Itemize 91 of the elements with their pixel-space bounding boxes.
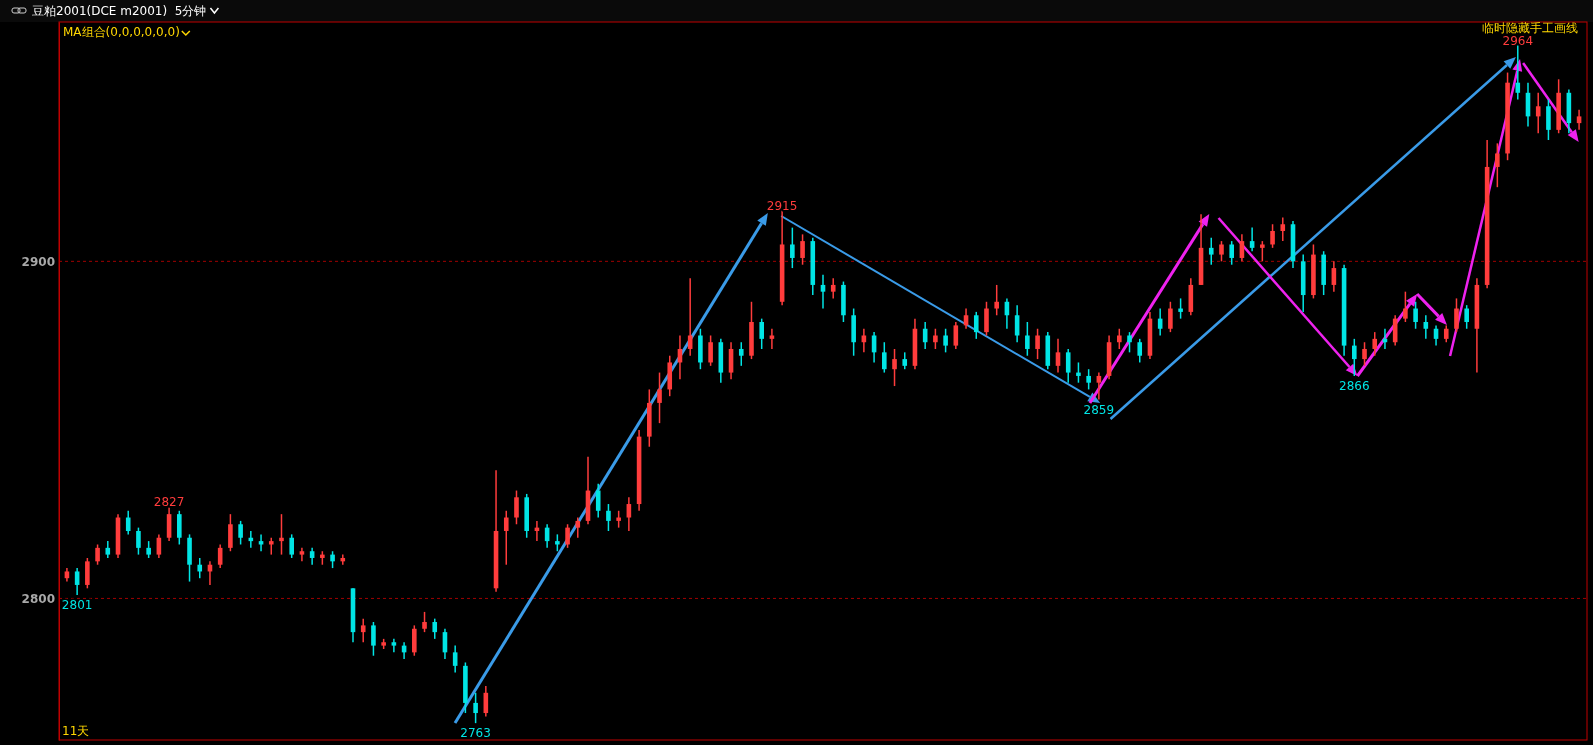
candlestick [1413,301,1418,330]
candlestick [412,624,417,657]
candlestick [626,496,632,532]
candlestick [503,510,509,566]
candlestick [514,489,519,526]
candlestick [299,547,305,563]
annotation: 2763 [460,726,491,741]
annotation: 临时隐藏手工画线 [1482,21,1578,35]
candlestick [738,341,744,367]
candlestick [340,553,346,566]
candlestick [1362,341,1367,367]
candlestick [657,371,662,424]
candlestick [1352,338,1357,377]
candlestick [943,328,948,354]
candlestick [953,321,959,350]
candlestick [432,617,438,640]
candlestick [1076,361,1081,384]
y-tick-label: 2800 [21,591,55,606]
annotation: MA组合(0,0,0,0,0,0) [63,25,180,39]
annotation: 11天 [62,724,90,738]
candlestick [1065,348,1071,384]
annotation: 2801 [61,598,93,613]
candlestick [1208,236,1214,266]
candlestick [1372,331,1378,357]
candlestick [759,317,764,350]
candlestick [973,311,979,340]
candlestick [708,334,713,367]
candlestick [575,516,581,539]
annotation: 2964 [1502,33,1534,48]
candlestick [136,526,141,556]
candlestick [1086,368,1091,391]
candlestick [606,503,611,532]
candlestick [565,523,570,549]
candlestick [1178,297,1183,320]
candlestick [85,557,90,590]
candlestick [861,328,867,354]
candlestick [1423,314,1429,340]
candlestick [1035,328,1040,360]
candlestick [1546,98,1551,141]
annotation: 2915 [766,198,798,213]
candlestick [1127,331,1132,354]
candlestick [177,510,182,546]
candlestick [279,513,284,556]
candlestick [1464,304,1469,330]
annotation: 2859 [1083,402,1115,417]
candlestick [892,348,897,387]
candlestick [933,328,938,350]
candlestick [1535,92,1541,134]
candlestick [1168,301,1173,333]
candlestick [800,233,805,266]
chart-title: 豆粕2001(DCE m2001) 5分钟 [32,4,207,18]
candlestick [1096,371,1102,401]
candlestick [289,533,294,559]
candlestick [1219,240,1224,263]
candlestick [125,510,131,536]
candlestick [1280,216,1286,242]
candlestick [452,644,458,674]
candlestick [228,513,233,552]
candlestick [197,557,203,579]
candlestick [473,692,478,724]
candlestick [1495,142,1500,188]
candlestick [994,284,999,317]
candlestick [1229,240,1234,266]
annotation: 2866 [1339,378,1370,393]
candlestick [830,277,836,300]
candlestick [1117,328,1122,350]
candlestick [391,638,397,654]
candlestick [1403,290,1408,323]
candlestick [1260,240,1265,263]
candlestick [882,341,887,374]
candlestick [422,611,427,633]
candlestick [95,543,100,566]
candlestick [790,226,795,269]
candlestick [74,567,80,596]
candlestick [1249,226,1255,252]
candlestick [595,483,601,519]
candlestick [371,621,376,657]
annotation: 2827 [153,495,185,510]
candlestick [1576,108,1582,131]
candlestick [1025,321,1030,357]
candlestick [1055,338,1061,374]
candlestick [687,277,693,357]
candlestick [1454,297,1459,333]
candlestick [769,328,775,350]
candlestick [1137,338,1143,364]
y-tick-label: 2900 [21,254,55,269]
candlestick [238,520,243,546]
candlestick [360,617,366,643]
candlestick [820,274,826,310]
candlestick [1270,223,1275,249]
candlestick [984,301,989,337]
